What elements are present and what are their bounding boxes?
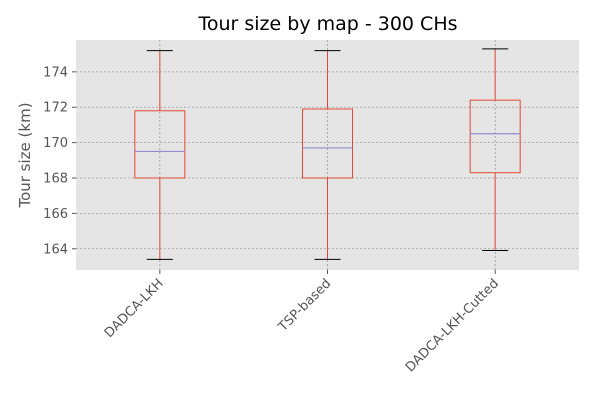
y-tick-label: 168 — [43, 172, 68, 187]
y-axis-ticks: 164 166 168 170 172 174 — [43, 65, 76, 257]
iqr-box — [134, 110, 186, 179]
y-tick-label: 172 — [43, 101, 68, 116]
box-2 — [302, 50, 353, 260]
y-tick-label: 170 — [43, 136, 68, 151]
chart-title: Tour size by map - 300 CHs — [197, 13, 457, 35]
iqr-box — [469, 99, 521, 174]
x-category-label: DADCA-LKH-Cutted — [403, 276, 502, 375]
x-category-label: DADCA-LKH — [102, 276, 167, 341]
y-tick-label: 174 — [43, 65, 68, 80]
boxes — [134, 48, 521, 260]
x-category-label: TSP-based — [275, 276, 334, 335]
y-tick-label: 164 — [43, 242, 68, 257]
iqr-box — [302, 108, 353, 179]
y-axis-label: Tour size (km) — [16, 102, 34, 208]
box-3 — [469, 48, 521, 252]
box-1 — [134, 50, 186, 260]
y-tick-label: 166 — [43, 207, 68, 222]
x-axis-ticks: DADCA-LKH TSP-based DADCA-LKH-Cutted — [102, 270, 502, 375]
